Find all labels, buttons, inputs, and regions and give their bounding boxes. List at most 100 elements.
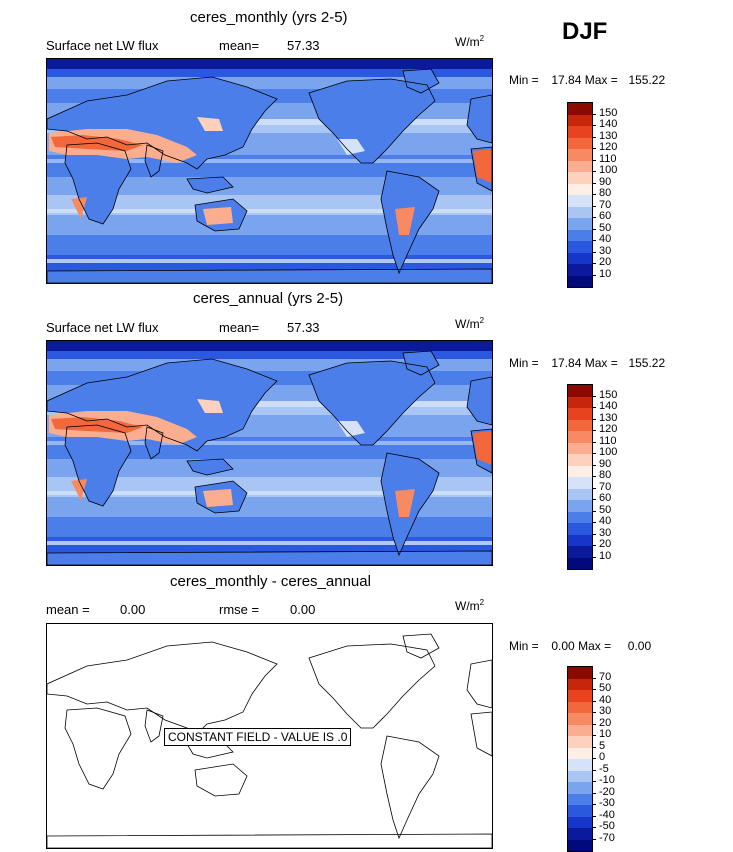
panel2-field [47, 341, 492, 565]
field-region [337, 421, 365, 437]
colorbar-swatch [568, 736, 592, 748]
colorbar-swatch [568, 782, 592, 794]
colorbar-label: 70 [599, 670, 612, 683]
colorbar-tick [592, 476, 596, 477]
panel2-variable: Surface net LW flux [46, 320, 159, 335]
coastline [380, 735, 440, 840]
colorbar-tick [592, 240, 596, 241]
colorbar-swatch [568, 500, 592, 512]
coastline [402, 350, 440, 376]
colorbar-label: -10 [599, 774, 615, 786]
panel2-units: W/m2 [455, 316, 485, 331]
colorbar-swatch [568, 195, 592, 207]
colorbar-label: 40 [599, 693, 612, 706]
colorbar-tick [592, 217, 596, 218]
colorbar-swatch [568, 546, 592, 558]
panel1-minmax: Min = 17.84 Max = 155.22 [509, 73, 665, 87]
colorbar-label: 10 [599, 267, 612, 280]
colorbar-tick [592, 522, 596, 523]
colorbar-label: 5 [599, 739, 606, 752]
colorbar-tick [592, 746, 596, 748]
panel3-max-label: Max = [578, 639, 612, 653]
colorbar-label: 150 [599, 106, 618, 119]
coastline [47, 833, 492, 848]
colorbar-tick [592, 792, 596, 794]
colorbar-label: 80 [599, 469, 612, 481]
coastline [380, 452, 440, 557]
colorbar-tick [592, 251, 596, 253]
panel1-mean-value: 57.33 [287, 38, 320, 53]
colorbar-label: 120 [599, 423, 618, 435]
colorbar-label: 60 [599, 492, 612, 504]
field-region [473, 431, 492, 465]
coastline [47, 268, 492, 283]
coastline [47, 641, 278, 735]
colorbar-label: 110 [599, 152, 617, 165]
season-label: DJF [562, 18, 608, 45]
colorbar-tick [592, 171, 596, 172]
colorbar-swatch [568, 229, 592, 241]
land-fill [403, 69, 439, 93]
coastline [308, 78, 436, 164]
colorbar-tick [592, 815, 596, 817]
coastline [402, 633, 440, 659]
panel1-field [47, 59, 492, 283]
colorbar-label: 130 [599, 129, 618, 142]
land-fill [309, 361, 435, 445]
colorbar-swatch [568, 442, 592, 454]
panel2-mean-value: 57.33 [287, 320, 320, 335]
field-band [47, 215, 492, 235]
colorbar-swatch [568, 149, 592, 161]
colorbar-tick [592, 804, 596, 805]
panel1-min-value: 17.84 [551, 73, 582, 87]
coastline [466, 376, 492, 426]
colorbar-tick [592, 499, 596, 500]
panel3-min-value: 0.00 [551, 639, 575, 653]
coastline [470, 711, 492, 757]
colorbar-tick [592, 712, 596, 713]
colorbar-tick [592, 464, 596, 466]
colorbar-label: 90 [599, 457, 612, 470]
colorbar-swatch [568, 667, 592, 679]
coastline [186, 176, 234, 194]
panel2-minmax: Min = 17.84 Max = 155.22 [509, 356, 665, 370]
coastline [470, 146, 492, 192]
land-fill [309, 79, 435, 163]
colorbar-swatch [568, 206, 592, 218]
colorbar-swatch [568, 713, 592, 725]
colorbar-label: 100 [599, 446, 618, 458]
coastline [64, 142, 132, 225]
colorbar-label: 20 [599, 716, 612, 729]
colorbar-tick [592, 556, 596, 558]
colorbar-tick [592, 533, 596, 535]
field-region [395, 207, 415, 235]
colorbar-label: -40 [599, 808, 615, 821]
colorbar-label: 30 [599, 244, 612, 257]
coastline [64, 707, 132, 790]
coastline [380, 170, 440, 275]
colorbar-label: 10 [599, 549, 612, 562]
coastline [47, 550, 492, 565]
colorbar-swatch [568, 160, 592, 172]
colorbar-tick [592, 769, 596, 771]
field-band [47, 351, 492, 359]
colorbar-tick [592, 441, 596, 443]
panel1-min-label: Min = [509, 73, 539, 87]
panel1-variable: Surface net LW flux [46, 38, 159, 53]
colorbar-swatches [567, 666, 593, 852]
colorbar-swatch [568, 839, 592, 851]
panel2-mean-label: mean= [219, 320, 260, 335]
panel2-title: ceres_annual (yrs 2-5) [193, 290, 344, 307]
colorbar-swatch [568, 252, 592, 264]
field-band [47, 119, 492, 125]
colorbar-swatch [568, 385, 592, 397]
coastline [47, 358, 278, 452]
field-band [47, 401, 492, 407]
colorbar-tick [592, 274, 596, 276]
colorbar-label: 140 [599, 118, 618, 130]
field-region [71, 197, 87, 219]
colorbar-label: 50 [599, 221, 612, 234]
panel1-title: ceres_monthly (yrs 2-5) [190, 9, 348, 26]
colorbar-swatch [568, 218, 592, 230]
colorbar-label: 60 [599, 210, 612, 222]
